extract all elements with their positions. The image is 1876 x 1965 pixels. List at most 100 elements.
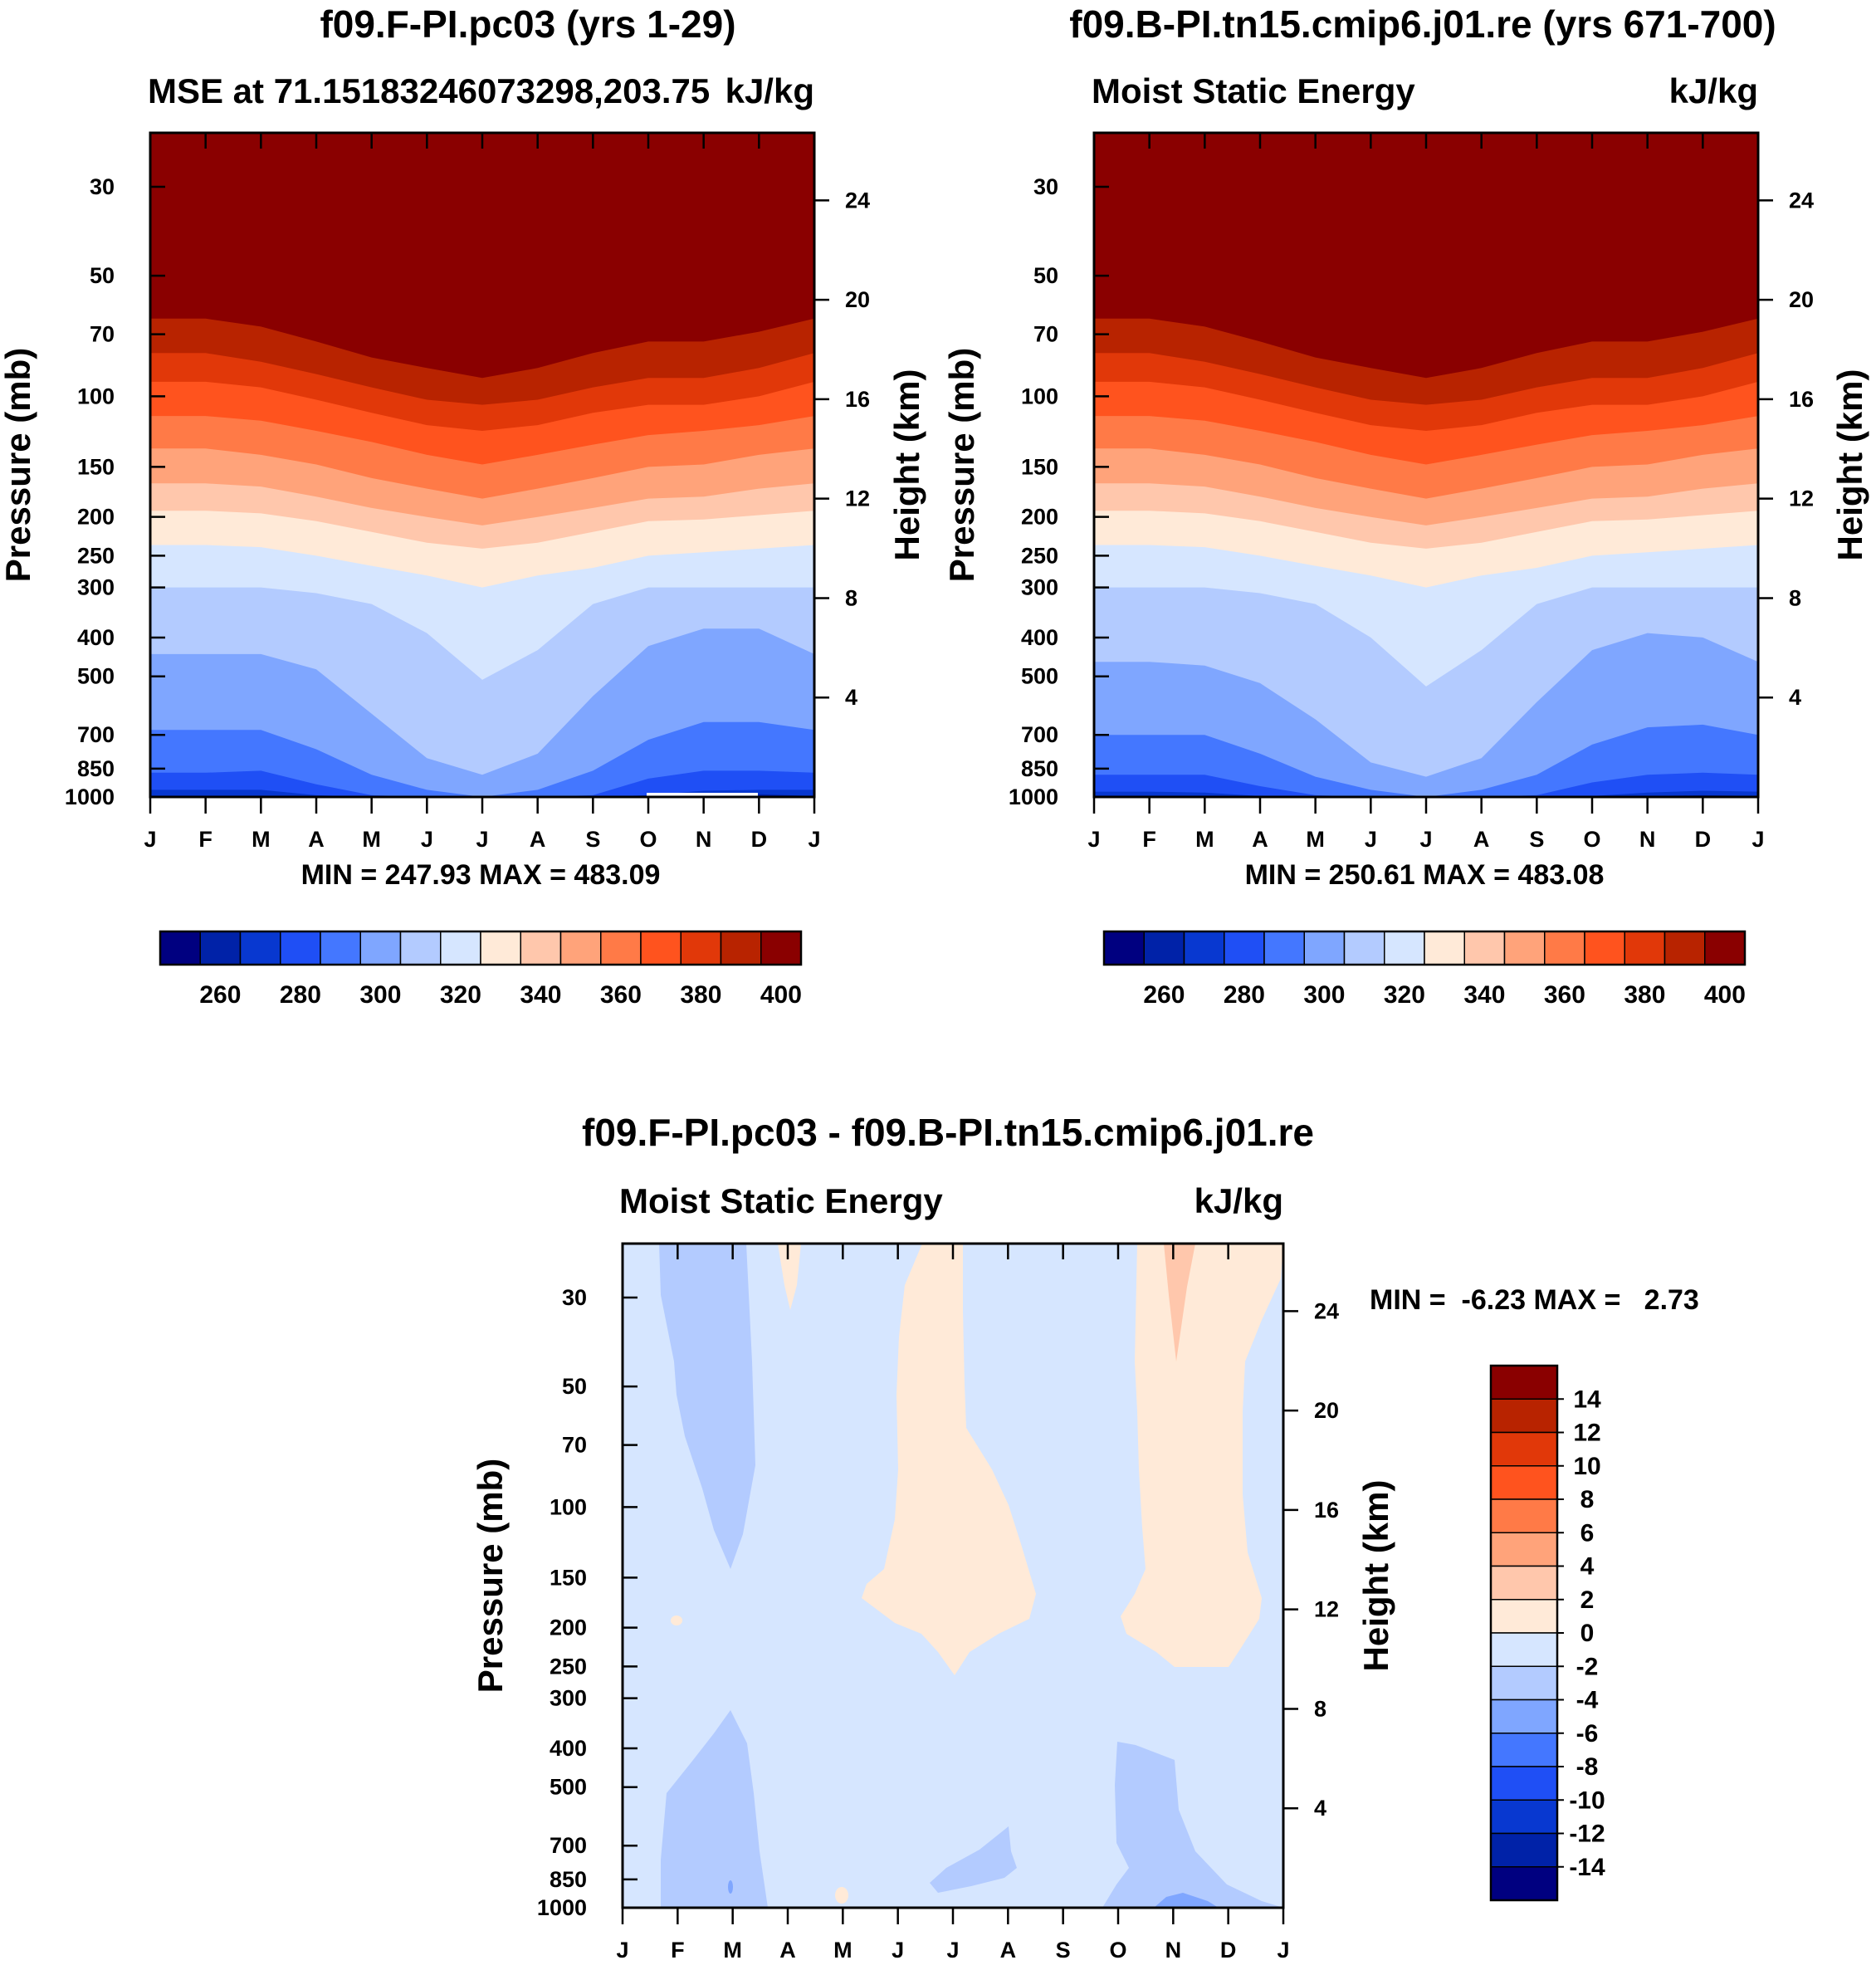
month-tick-label: M: [1306, 827, 1325, 852]
month-tick-label: F: [671, 1938, 685, 1963]
colorbar-swatch: [1490, 1866, 1558, 1901]
colorbar-label: 300: [359, 981, 401, 1009]
pressure-tick-label: 700: [77, 722, 115, 747]
diff-speck-neg-2: [1154, 1893, 1219, 1908]
colorbar-swatch: [1490, 1832, 1558, 1868]
month-tick-label: N: [696, 827, 712, 852]
colorbar-label: 0: [1580, 1620, 1595, 1647]
height-tick-label: 24: [1789, 188, 1814, 213]
pressure-tick-label: 500: [77, 664, 115, 689]
panel-2-pressure-axis: 30 50 70 100 150 200 250 300 400 500 700 850 1000: [1009, 174, 1109, 809]
colorbar-swatch: [1584, 931, 1625, 965]
colorbar-swatch: [720, 931, 762, 965]
colorbar-label: -2: [1576, 1653, 1599, 1680]
panel-2: f09.B-PI.tn15.cmip6.j01.re (yrs 671-700)…: [942, 2, 1869, 1009]
month-tick-label: F: [198, 827, 213, 852]
colorbar-swatch: [1463, 931, 1506, 965]
colorbar-swatch: [359, 931, 402, 965]
pressure-tick-label: 1000: [537, 1895, 587, 1920]
colorbar-swatch: [1624, 931, 1666, 965]
colorbar-label: 400: [1704, 981, 1746, 1009]
colorbar-swatch: [1490, 1498, 1558, 1533]
colorbar-swatch: [1183, 931, 1225, 965]
diff-region-neg-upper-left: [659, 1244, 755, 1569]
colorbar-label: -8: [1576, 1753, 1599, 1781]
contour-band-below-285: [150, 770, 814, 797]
month-tick-label: J: [892, 1938, 904, 1963]
month-tick-label: J: [421, 827, 433, 852]
colorbar-frame: [1102, 930, 1747, 966]
panel-2-subtitle-left: Moist Static Energy: [1092, 71, 1415, 110]
colorbar-swatch: [1490, 1532, 1558, 1567]
pressure-tick-label: 50: [90, 263, 115, 288]
height-tick-label: 12: [1789, 486, 1814, 511]
panel-1-contour-fills: [150, 133, 814, 797]
colorbar-swatch: [1490, 1733, 1558, 1767]
colorbar-label: 380: [1624, 981, 1665, 1009]
colorbar-swatch: [480, 931, 521, 965]
contour-band-below-295: [1094, 724, 1758, 797]
colorbar-swatch: [1343, 931, 1385, 965]
panel-1-height-axis: 24 20 16 12 8 4: [814, 188, 870, 710]
colorbar-swatch: [1424, 931, 1465, 965]
colorbar-label: 12: [1573, 1420, 1600, 1447]
panel-3-title: f09.F-PI.pc03 - f09.B-PI.tn15.cmip6.j01.…: [582, 1111, 1314, 1154]
pressure-tick-label: 400: [550, 1736, 587, 1761]
colorbar-label: 300: [1303, 981, 1345, 1009]
panel-3-subtitle-left: Moist Static Energy: [619, 1181, 943, 1220]
pressure-tick-label: 250: [1021, 543, 1058, 568]
colorbar-label: 280: [1224, 981, 1265, 1009]
pressure-tick-label: 850: [77, 756, 115, 781]
pressure-tick-label: 1000: [65, 785, 115, 809]
colorbar-label: -12: [1569, 1821, 1605, 1848]
contour-band-below-285: [1094, 772, 1758, 797]
colorbar-swatch: [1544, 931, 1585, 965]
month-tick-label: J: [946, 1938, 959, 1963]
colorbar-label: 14: [1573, 1386, 1601, 1413]
colorbar-swatch: [199, 931, 242, 965]
month-tick-label: D: [1695, 827, 1712, 852]
colorbar-label: 4: [1580, 1553, 1595, 1581]
colorbar-swatch: [680, 931, 722, 965]
pressure-tick-label: 700: [1021, 722, 1058, 747]
month-tick-label: S: [1529, 827, 1544, 852]
pressure-tick-label: 150: [1021, 454, 1058, 479]
month-tick-label: M: [833, 1938, 853, 1963]
height-tick-label: 24: [1314, 1298, 1339, 1323]
pressure-tick-label: 200: [550, 1616, 587, 1640]
height-tick-label: 16: [1314, 1498, 1339, 1523]
height-tick-label: 4: [845, 685, 857, 710]
diff-region-pos-spike-apr: [778, 1244, 801, 1310]
month-tick-label: A: [779, 1938, 796, 1963]
panel-1-pressure-axis: 30 50 70 100 150 200 250 300 400 500 700 850 1000: [65, 174, 165, 809]
month-tick-label: J: [808, 827, 820, 852]
colorbar-swatch: [1490, 1632, 1558, 1667]
month-tick-label: J: [144, 827, 156, 852]
panel-3-colorbar: 14 12 10 8 6 4 2 0 -2 -4 -6 -8 -10 -12 -14: [1489, 1364, 1605, 1902]
panel-1-subtitle-left: MSE at 71.15183246073298,203.75: [148, 71, 710, 110]
month-tick-label: D: [1220, 1938, 1237, 1963]
height-tick-label: 20: [1789, 287, 1814, 312]
month-tick-label: J: [1751, 827, 1764, 852]
panel-1-missing-data-patch: [647, 793, 758, 797]
colorbar-label: 400: [760, 981, 802, 1009]
panel-3-height-axis: 24 20 16 12 8 4: [1283, 1298, 1339, 1821]
pressure-tick-label: 150: [550, 1565, 587, 1590]
panel-1-min-max: MIN = 247.93 MAX = 483.09: [301, 859, 661, 891]
height-tick-label: 16: [845, 387, 870, 412]
pressure-tick-label: 50: [562, 1374, 587, 1399]
month-tick-label: J: [1419, 827, 1432, 852]
panel-3-ylabel: Pressure (mb): [471, 1459, 510, 1693]
pressure-tick-label: 70: [1033, 322, 1058, 347]
panel-3-contour-fills: [623, 1244, 1283, 1908]
month-tick-label: F: [1142, 827, 1156, 852]
month-tick-label: O: [1109, 1938, 1126, 1963]
pressure-tick-label: 250: [550, 1654, 587, 1679]
height-tick-label: 4: [1314, 1796, 1326, 1821]
month-tick-label: J: [1087, 827, 1100, 852]
diff-region-pos-oct-dec: [1121, 1244, 1283, 1667]
pressure-tick-label: 300: [550, 1686, 587, 1711]
